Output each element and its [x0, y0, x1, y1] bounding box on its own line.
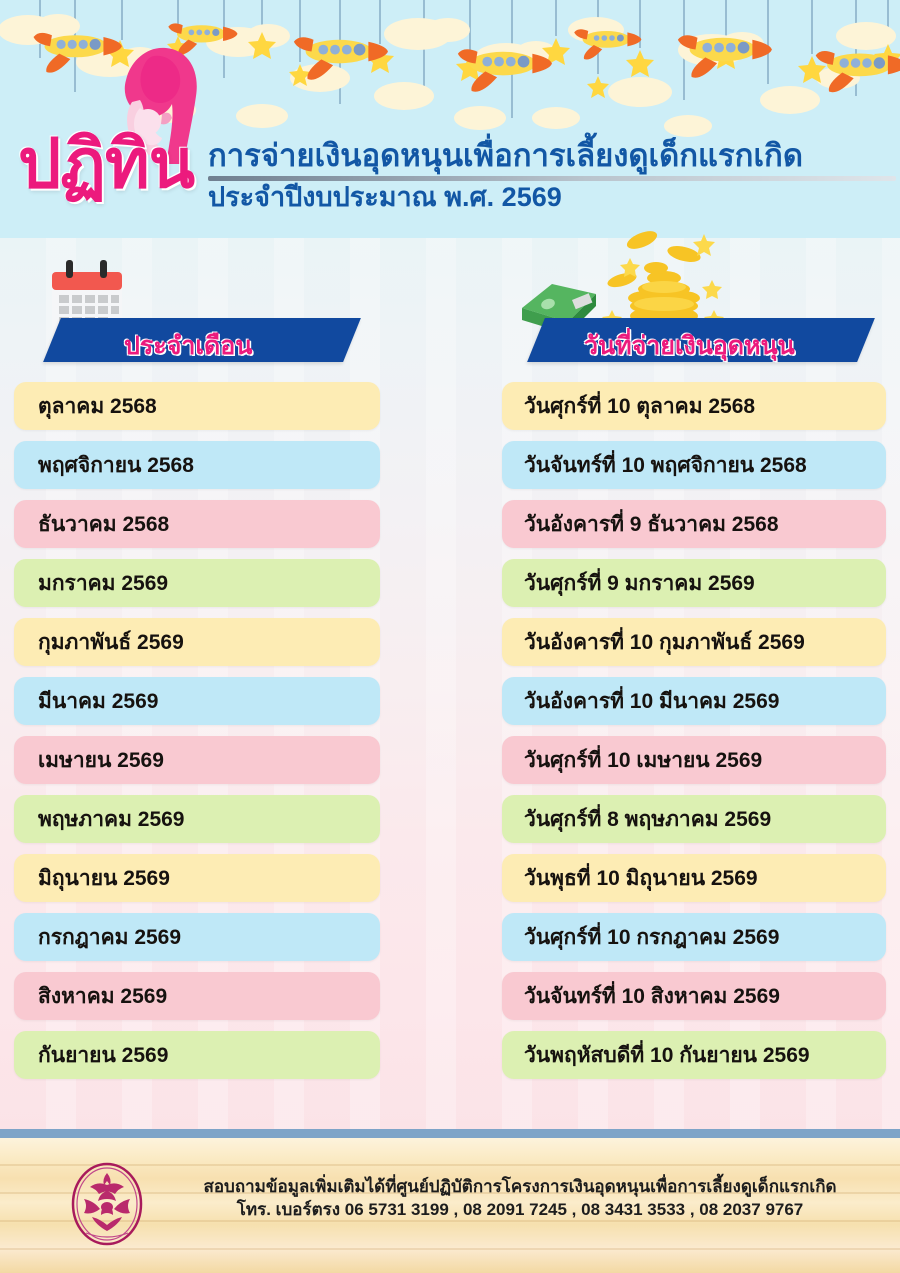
star-icon — [106, 32, 900, 98]
month-cell: กรกฎาคม 2569 — [14, 913, 380, 961]
airplane-icon — [33, 23, 900, 93]
page-title: ปฏิทิน — [18, 126, 195, 202]
title-fiscal-year: ประจำปีงบประมาณ พ.ศ. 2569 — [208, 181, 562, 212]
month-column: ตุลาคม 2568 พฤศจิกายน 2568 ธันวาคม 2568 มกร… — [14, 382, 380, 1090]
month-cell: มิถุนายน 2569 — [14, 854, 380, 902]
payment-date-column: วันศุกร์ที่ 10 ตุลาคม 2568 วันจันทร์ที่ 1… — [502, 382, 886, 1090]
month-cell: พฤศจิกายน 2568 — [14, 441, 380, 489]
footer-contact: สอบถามข้อมูลเพิ่มเติมได้ที่ศูนย์ปฏิบัติก… — [150, 1176, 890, 1222]
payment-date-cell: วันอังคารที่ 9 ธันวาคม 2568 — [502, 500, 886, 548]
payment-date-cell: วันศุกร์ที่ 10 กรกฎาคม 2569 — [502, 913, 886, 961]
payment-date-cell: วันศุกร์ที่ 8 พฤษภาคม 2569 — [502, 795, 886, 843]
title-divider — [208, 175, 896, 181]
payment-column-header: วันที่จ่ายเงินอุดหนุน — [584, 332, 795, 360]
title-block: การจ่ายเงินอุดหนุนเพื่อการเลี้ยงดูเด็กแร… — [208, 138, 900, 212]
mother-and-baby-icon — [124, 47, 197, 164]
desk-woodgrain — [0, 1138, 900, 1273]
government-garuda-emblem-icon — [71, 1162, 143, 1246]
month-cell: เมษายน 2569 — [14, 736, 380, 784]
payment-date-cell: วันศุกร์ที่ 9 มกราคม 2569 — [502, 559, 886, 607]
month-cell: มกราคม 2569 — [14, 559, 380, 607]
footer-line-1: สอบถามข้อมูลเพิ่มเติมได้ที่ศูนย์ปฏิบัติก… — [203, 1177, 837, 1196]
payment-date-cell: วันจันทร์ที่ 10 สิงหาคม 2569 — [502, 972, 886, 1020]
payment-date-cell: วันพฤหัสบดีที่ 10 กันยายน 2569 — [502, 1031, 886, 1079]
sky-decorations — [0, 0, 900, 137]
month-column-header: ประจำเดือน — [124, 332, 253, 360]
payment-date-cell: วันอังคารที่ 10 กุมภาพันธ์ 2569 — [502, 618, 886, 666]
month-cell: กุมภาพันธ์ 2569 — [14, 618, 380, 666]
payment-date-cell: วันจันทร์ที่ 10 พฤศจิกายน 2568 — [502, 441, 886, 489]
desk-surface — [0, 1138, 900, 1273]
month-cell: พฤษภาคม 2569 — [14, 795, 380, 843]
month-cell: ตุลาคม 2568 — [14, 382, 380, 430]
month-cell: ธันวาคม 2568 — [14, 500, 380, 548]
title-subject: การจ่ายเงินอุดหนุนเพื่อการเลี้ยงดูเด็กแร… — [208, 138, 803, 173]
payment-date-cell: วันศุกร์ที่ 10 เมษายน 2569 — [502, 736, 886, 784]
payment-date-cell: วันศุกร์ที่ 10 ตุลาคม 2568 — [502, 382, 886, 430]
month-cell: สิงหาคม 2569 — [14, 972, 380, 1020]
footer-line-2: โทร. เบอร์ตรง 06 5731 3199 , 08 2091 724… — [236, 1199, 804, 1219]
month-cell: มีนาคม 2569 — [14, 677, 380, 725]
month-cell: กันยายน 2569 — [14, 1031, 380, 1079]
payment-date-cell: วันพุธที่ 10 มิถุนายน 2569 — [502, 854, 886, 902]
payment-date-cell: วันอังคารที่ 10 มีนาคม 2569 — [502, 677, 886, 725]
